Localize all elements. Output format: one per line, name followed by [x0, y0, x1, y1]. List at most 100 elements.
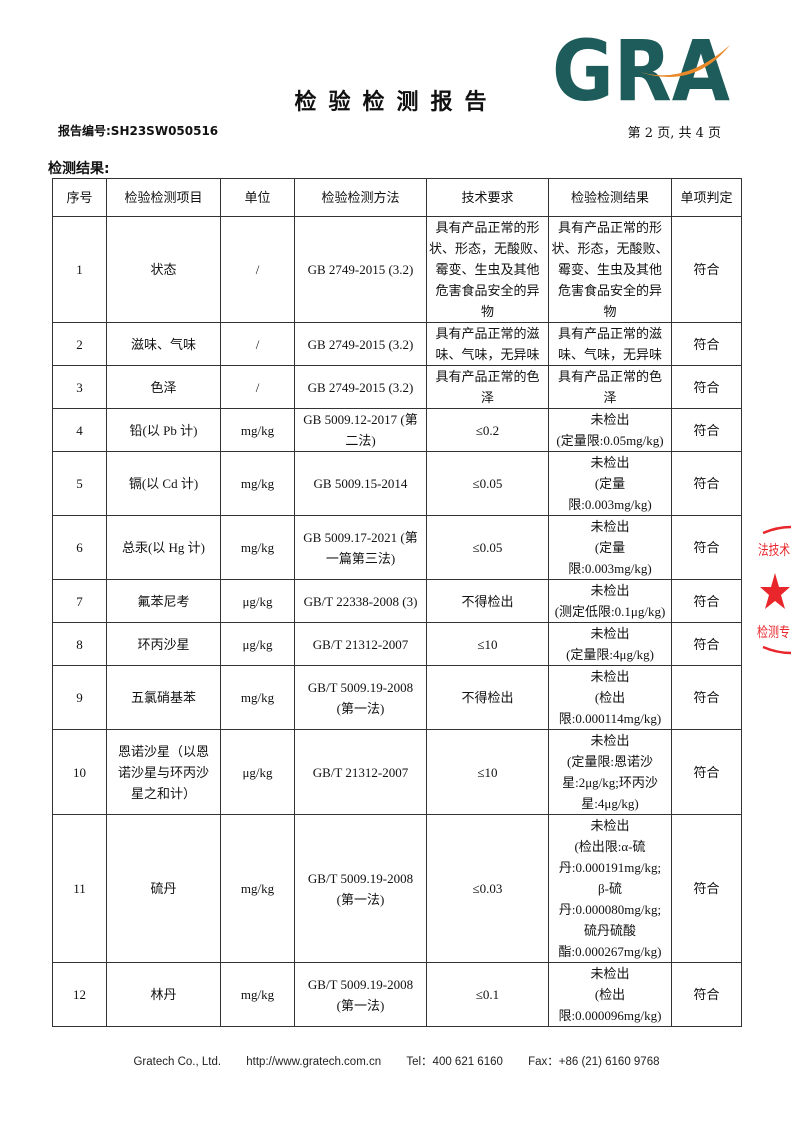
- table-cell: /: [220, 322, 295, 366]
- footer-company: Gratech Co., Ltd.: [133, 1056, 222, 1068]
- table-cell: ≤0.2: [426, 408, 549, 452]
- official-seal-stamp: 法技术 检测专: [755, 515, 792, 665]
- table-cell: 10: [52, 729, 107, 815]
- table-cell: 9: [52, 665, 107, 730]
- table-cell: GB 2749-2015 (3.2): [294, 365, 427, 409]
- table-cell: μg/kg: [220, 579, 295, 623]
- table-cell: 镉(以 Cd 计): [106, 451, 221, 516]
- table-cell: 符合: [671, 729, 742, 815]
- table-cell: mg/kg: [220, 451, 295, 516]
- table-cell: 具有产品正常的滋 味、气味，无异味: [548, 322, 672, 366]
- table-cell: ≤0.1: [426, 962, 549, 1027]
- column-header: 序号: [52, 178, 107, 217]
- footer-website[interactable]: http://www.gratech.com.cn: [246, 1056, 382, 1068]
- svg-text:GRA: GRA: [552, 30, 730, 105]
- table-cell: GB/T 21312-2007: [294, 729, 427, 815]
- table-cell: 未检出 (定量限:恩诺沙 星:2μg/kg;环丙沙 星:4μg/kg): [548, 729, 672, 815]
- table-cell: mg/kg: [220, 408, 295, 452]
- table-row: 3 色泽 / GB 2749-2015 (3.2) 具有产品正常的色 泽具有产品正常的色…: [52, 365, 742, 409]
- table-cell: 未检出 (定量限:4μg/kg): [548, 622, 672, 666]
- table-cell: mg/kg: [220, 665, 295, 730]
- table-cell: ≤10: [426, 729, 549, 815]
- table-cell: 符合: [671, 365, 742, 409]
- table-cell: 符合: [671, 216, 742, 323]
- column-header: 单项判定: [671, 178, 742, 217]
- table-cell: 未检出 (检出限:α-硫 丹:0.000191mg/kg; β-硫 丹:0.00…: [548, 814, 672, 963]
- table-row: 5 镉(以 Cd 计) mg/kg GB 5009.15-2014 ≤0.05 未检出 (…: [52, 451, 742, 516]
- table-cell: /: [220, 365, 295, 409]
- table-row: 9 五氯硝基苯 mg/kg GB/T 5009.19-2008 (第一法) 不得检出 未检…: [52, 665, 742, 730]
- table-cell: μg/kg: [220, 622, 295, 666]
- table-row: 2 滋味、气味 / GB 2749-2015 (3.2) 具有产品正常的滋 味、气味，无…: [52, 322, 742, 366]
- table-cell: 环丙沙星: [106, 622, 221, 666]
- table-cell: 具有产品正常的色 泽: [426, 365, 549, 409]
- table-cell: 色泽: [106, 365, 221, 409]
- table-cell: GB/T 5009.19-2008 (第一法): [294, 814, 427, 963]
- table-cell: mg/kg: [220, 515, 295, 580]
- table-cell: 6: [52, 515, 107, 580]
- table-cell: 符合: [671, 451, 742, 516]
- table-row: 7 氟苯尼考 μg/kg GB/T 22338-2008 (3) 不得检出 未检出 (测定…: [52, 579, 742, 623]
- table-cell: 铅(以 Pb 计): [106, 408, 221, 452]
- table-cell: 符合: [671, 622, 742, 666]
- table-cell: 8: [52, 622, 107, 666]
- table-cell: ≤0.05: [426, 515, 549, 580]
- table-cell: 未检出 (定量限:0.05mg/kg): [548, 408, 672, 452]
- table-cell: ≤0.03: [426, 814, 549, 963]
- page-title: 检验检测报告: [294, 90, 499, 115]
- table-cell: GB 2749-2015 (3.2): [294, 216, 427, 323]
- table-cell: 林丹: [106, 962, 221, 1027]
- table-cell: GB/T 21312-2007: [294, 622, 427, 666]
- table-cell: 未检出 (定量 限:0.003mg/kg): [548, 515, 672, 580]
- table-cell: 12: [52, 962, 107, 1027]
- table-cell: 符合: [671, 962, 742, 1027]
- table-cell: mg/kg: [220, 814, 295, 963]
- column-header: 技术要求: [426, 178, 549, 217]
- table-row: 1 状态 / GB 2749-2015 (3.2) 具有产品正常的形 状、形态，无酸败、…: [52, 216, 742, 323]
- table-cell: 符合: [671, 322, 742, 366]
- table-cell: 11: [52, 814, 107, 963]
- table-cell: GB/T 22338-2008 (3): [294, 579, 427, 623]
- table-cell: 符合: [671, 408, 742, 452]
- table-cell: 五氯硝基苯: [106, 665, 221, 730]
- footer-fax: Fax：+86 (21) 6160 9768: [528, 1056, 660, 1068]
- table-row: 4 铅(以 Pb 计) mg/kg GB 5009.12-2017 (第 二法) ≤0.…: [52, 408, 742, 452]
- table-cell: GB 5009.17-2021 (第 一篇第三法): [294, 515, 427, 580]
- table-cell: 具有产品正常的滋 味、气味，无异味: [426, 322, 549, 366]
- table-cell: 未检出 (测定低限:0.1μg/kg): [548, 579, 672, 623]
- table-cell: GB 5009.12-2017 (第 二法): [294, 408, 427, 452]
- svg-text:检测专: 检测专: [757, 625, 790, 641]
- table-cell: 恩诺沙星（以恩 诺沙星与环丙沙 星之和计）: [106, 729, 221, 815]
- table-cell: 总汞(以 Hg 计): [106, 515, 221, 580]
- table-cell: 氟苯尼考: [106, 579, 221, 623]
- table-row: 6 总汞(以 Hg 计) mg/kg GB 5009.17-2021 (第 一篇第三法…: [52, 515, 742, 580]
- table-cell: 硫丹: [106, 814, 221, 963]
- table-cell: 状态: [106, 216, 221, 323]
- table-cell: 未检出 (定量 限:0.003mg/kg): [548, 451, 672, 516]
- table-cell: 未检出 (检出 限:0.000096mg/kg): [548, 962, 672, 1027]
- table-cell: mg/kg: [220, 962, 295, 1027]
- table-cell: 具有产品正常的色 泽: [548, 365, 672, 409]
- footer: Gratech Co., Ltd. http://www.gratech.com…: [0, 1053, 793, 1069]
- report-number: 报告编号:SH23SW050516: [58, 124, 219, 138]
- table-cell: GB 5009.15-2014: [294, 451, 427, 516]
- table-row: 12 林丹 mg/kg GB/T 5009.19-2008 (第一法) ≤0.1 未检出 …: [52, 962, 742, 1027]
- svg-text:法技术: 法技术: [758, 543, 790, 559]
- column-header: 检验检测结果: [548, 178, 672, 217]
- table-cell: ≤10: [426, 622, 549, 666]
- table-cell: 符合: [671, 515, 742, 580]
- table-cell: 3: [52, 365, 107, 409]
- table-cell: GB/T 5009.19-2008 (第一法): [294, 962, 427, 1027]
- table-cell: 不得检出: [426, 665, 549, 730]
- section-title: 检测结果:: [48, 161, 110, 177]
- table-row: 11 硫丹 mg/kg GB/T 5009.19-2008 (第一法) ≤0.03 未检出…: [52, 814, 742, 963]
- table-cell: 4: [52, 408, 107, 452]
- table-row: 10 恩诺沙星（以恩 诺沙星与环丙沙 星之和计） μg/kg GB/T 21312-2…: [52, 729, 742, 815]
- table-cell: 符合: [671, 579, 742, 623]
- table-cell: GB 2749-2015 (3.2): [294, 322, 427, 366]
- column-header: 检验检测方法: [294, 178, 427, 217]
- footer-tel: Tel：400 621 6160: [406, 1056, 503, 1068]
- table-cell: 2: [52, 322, 107, 366]
- table-row: 8 环丙沙星 μg/kg GB/T 21312-2007 ≤10 未检出 (定量限:4μg…: [52, 622, 742, 666]
- table-cell: /: [220, 216, 295, 323]
